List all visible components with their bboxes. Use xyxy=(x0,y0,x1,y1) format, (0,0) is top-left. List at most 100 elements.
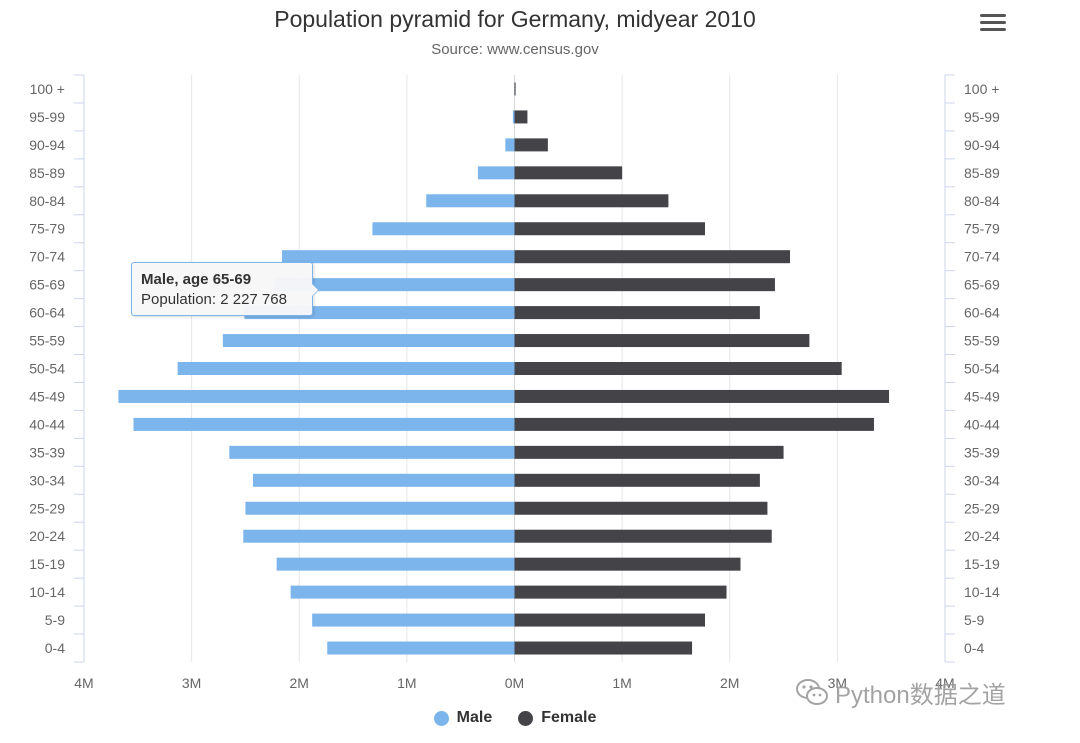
legend-male-dot xyxy=(433,710,449,726)
axes: 4M 3M 2M 1M 0M 1M 2M 3M 4M 0-4 0-4 5-9 5-9 10-14 10-14… xyxy=(29,74,1000,691)
y-label-left-13: 65-69 xyxy=(29,277,65,293)
legend-item-male[interactable]: Male xyxy=(433,709,493,727)
bar-female-15 xyxy=(514,222,705,236)
y-label-left-4: 20-24 xyxy=(29,528,65,544)
chart-subtitle: Source: www.census.gov xyxy=(431,41,599,58)
bar-female-16 xyxy=(514,194,669,208)
bar-male-7 xyxy=(229,445,515,459)
hamburger-menu-icon[interactable] xyxy=(980,14,1006,36)
y-label-right-0: 0-4 xyxy=(964,640,984,656)
bar-male-11 xyxy=(222,334,515,348)
bar-male-19 xyxy=(512,110,515,124)
x-tick-label-5: 1M xyxy=(612,675,631,691)
y-label-left-3: 15-19 xyxy=(29,556,65,572)
y-label-right-1: 5-9 xyxy=(964,612,984,628)
bar-female-14 xyxy=(514,250,791,264)
bar-female-4 xyxy=(514,529,772,543)
x-tick-label-4: 0M xyxy=(505,675,524,691)
bar-female-10 xyxy=(514,362,842,375)
y-label-right-13: 65-69 xyxy=(964,277,1000,293)
bar-male-0 xyxy=(327,641,515,655)
bar-female-9 xyxy=(514,389,890,403)
y-label-right-7: 35-39 xyxy=(964,444,1000,460)
y-label-right-18: 90-94 xyxy=(964,137,1000,153)
bar-male-6 xyxy=(252,473,515,487)
y-label-right-11: 55-59 xyxy=(964,333,1000,349)
y-label-left-9: 45-49 xyxy=(29,388,65,404)
y-label-left-11: 55-59 xyxy=(29,333,65,349)
y-label-left-17: 85-89 xyxy=(29,165,65,181)
y-label-left-18: 90-94 xyxy=(29,137,65,153)
y-label-right-2: 10-14 xyxy=(964,584,1000,600)
bar-male-15 xyxy=(372,222,515,236)
y-label-right-3: 15-19 xyxy=(964,556,1000,572)
y-label-left-2: 10-14 xyxy=(29,584,65,600)
y-label-left-19: 95-99 xyxy=(29,109,65,125)
y-label-left-10: 50-54 xyxy=(29,361,65,377)
legend-male-label: Male xyxy=(456,709,493,726)
y-label-right-12: 60-64 xyxy=(964,305,1000,321)
y-label-right-17: 85-89 xyxy=(964,165,1000,181)
bar-male-18 xyxy=(505,138,515,152)
y-label-left-20: 100 + xyxy=(30,81,65,97)
bar-male-9 xyxy=(118,389,515,403)
bar-female-5 xyxy=(514,501,768,515)
legend-female-dot xyxy=(518,710,534,726)
bar-female-6 xyxy=(514,473,760,487)
y-label-right-16: 80-84 xyxy=(964,193,1000,209)
x-tick-label-3: 1M xyxy=(397,675,416,691)
wechat-icon xyxy=(796,679,828,705)
x-tick-label-1: 3M xyxy=(182,675,201,691)
tooltip-arrow-inner xyxy=(312,284,318,296)
bar-female-0 xyxy=(514,641,693,655)
watermark-text: Python数据之道 xyxy=(835,681,1006,709)
bar-male-1 xyxy=(312,613,515,627)
y-label-left-0: 0-4 xyxy=(45,640,65,656)
bar-male-10 xyxy=(177,362,515,375)
bar-female-7 xyxy=(514,445,784,459)
bar-male-4 xyxy=(243,529,515,543)
pyramid-plot: 4M 3M 2M 1M 0M 1M 2M 3M 4M 0-4 0-4 5-9 5-9 10-14 10-14… xyxy=(29,74,1000,691)
y-label-left-1: 5-9 xyxy=(45,612,65,628)
y-label-right-14: 70-74 xyxy=(964,249,1000,265)
bar-female-19 xyxy=(514,110,528,124)
chart-title: Population pyramid for Germany, midyear … xyxy=(274,6,756,32)
tooltip-body: Population: 2 227 768 xyxy=(141,291,287,308)
bar-female-12 xyxy=(514,306,760,320)
bar-male-5 xyxy=(245,501,515,515)
bars xyxy=(118,82,890,655)
bar-female-18 xyxy=(514,138,548,152)
x-tick-label-2: 2M xyxy=(290,675,309,691)
bar-male-3 xyxy=(276,557,515,571)
y-label-right-8: 40-44 xyxy=(964,416,1000,432)
tooltip: Male, age 65-69 Population: 2 227 768 xyxy=(131,262,313,316)
bar-female-3 xyxy=(514,557,741,571)
y-label-left-15: 75-79 xyxy=(29,221,65,237)
y-label-right-15: 75-79 xyxy=(964,221,1000,237)
bar-male-8 xyxy=(133,417,515,431)
bar-female-20 xyxy=(514,82,516,96)
bar-female-1 xyxy=(514,613,705,627)
y-label-right-10: 50-54 xyxy=(964,361,1000,377)
y-label-right-9: 45-49 xyxy=(964,388,1000,404)
y-label-right-4: 20-24 xyxy=(964,528,1000,544)
y-label-left-12: 60-64 xyxy=(29,305,65,321)
watermark: Python数据之道 xyxy=(795,674,1006,710)
y-label-left-7: 35-39 xyxy=(29,444,65,460)
legend-item-female[interactable]: Female xyxy=(518,709,596,727)
bar-male-17 xyxy=(477,166,515,180)
bar-male-14 xyxy=(282,250,515,264)
bar-female-11 xyxy=(514,334,810,348)
legend-female-label: Female xyxy=(541,709,597,726)
y-label-right-19: 95-99 xyxy=(964,109,1000,125)
y-label-left-8: 40-44 xyxy=(29,416,65,432)
bar-female-13 xyxy=(514,278,775,292)
y-label-left-14: 70-74 xyxy=(29,249,65,265)
bar-male-2 xyxy=(290,585,515,599)
y-label-right-20: 100 + xyxy=(964,81,999,97)
bar-female-8 xyxy=(514,417,874,431)
y-label-right-6: 30-34 xyxy=(964,472,1000,488)
bar-male-16 xyxy=(426,194,515,208)
bar-male-13 xyxy=(274,278,515,292)
bar-female-2 xyxy=(514,585,727,599)
